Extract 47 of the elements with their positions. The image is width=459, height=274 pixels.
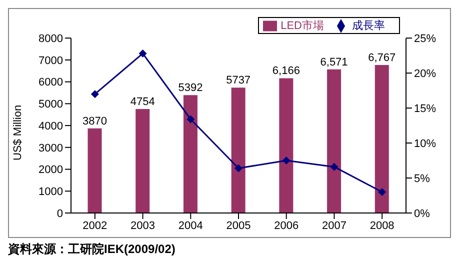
data-label: 6,767 bbox=[368, 52, 396, 64]
y-tick-label: 0 bbox=[56, 208, 63, 220]
bar bbox=[183, 95, 198, 213]
source-note: 資料來源：工研院IEK(2009/02) bbox=[8, 241, 176, 258]
y-tick-label: 2000 bbox=[38, 164, 63, 176]
y-tick-label: 1000 bbox=[38, 186, 63, 198]
y-tick-label: 5000 bbox=[38, 98, 63, 111]
y2-tick-label: 5% bbox=[414, 172, 430, 185]
point bbox=[330, 162, 338, 171]
y2-tick-label: 20% bbox=[414, 68, 436, 80]
y2-tick-label: 15% bbox=[414, 102, 436, 115]
bar bbox=[88, 128, 102, 213]
bar bbox=[136, 109, 150, 213]
data-label: 6,571 bbox=[320, 56, 348, 68]
legend-label: LED市場 bbox=[280, 20, 324, 32]
y-tick-label: 8000 bbox=[38, 33, 63, 45]
x-tick-label: 2004 bbox=[178, 220, 203, 232]
point bbox=[378, 188, 386, 196]
point bbox=[90, 90, 99, 98]
x-tick-label: 2002 bbox=[82, 220, 108, 232]
bar bbox=[374, 65, 389, 213]
y-tick-label: 3000 bbox=[38, 142, 63, 154]
y-tick-label: 7000 bbox=[38, 54, 63, 67]
x-tick-label: 2007 bbox=[322, 220, 346, 232]
bar bbox=[231, 88, 246, 213]
x-tick-label: 2006 bbox=[274, 220, 299, 232]
y-tick-label: 4000 bbox=[38, 120, 63, 132]
x-tick-label: 2005 bbox=[226, 220, 251, 232]
data-label: 4754 bbox=[130, 96, 155, 108]
data-label: 3870 bbox=[82, 115, 107, 128]
point bbox=[234, 164, 242, 172]
data-label: 5392 bbox=[178, 82, 203, 94]
legend-label: 成長率 bbox=[352, 20, 385, 32]
y2-tick-label: 0% bbox=[414, 208, 430, 220]
y-tick-label: 6000 bbox=[38, 76, 63, 89]
point bbox=[282, 156, 290, 165]
data-label: 5737 bbox=[226, 74, 251, 87]
y2-tick-label: 25% bbox=[414, 33, 436, 45]
bar bbox=[279, 78, 294, 213]
data-label: 6,166 bbox=[272, 65, 300, 78]
point bbox=[186, 115, 195, 124]
y-axis-title: US$ Million bbox=[12, 104, 24, 161]
bar bbox=[327, 69, 342, 213]
point bbox=[138, 49, 147, 58]
x-tick-label: 2003 bbox=[130, 220, 156, 232]
y2-tick-label: 10% bbox=[414, 138, 436, 150]
x-tick-label: 2008 bbox=[370, 220, 394, 232]
